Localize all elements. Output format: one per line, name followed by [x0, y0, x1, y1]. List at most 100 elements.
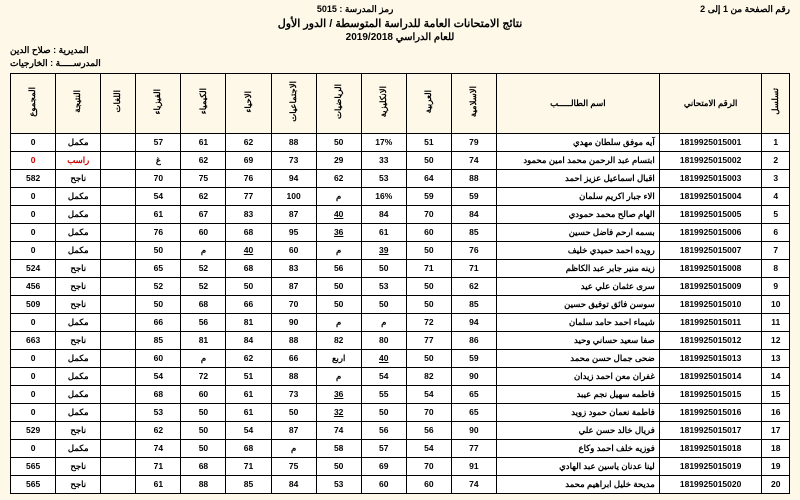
cell-id: 1819925015009	[659, 278, 762, 296]
cell-english: م	[361, 314, 406, 332]
table-row: 61819925015006بسمه ارحم فاضل حسين8560613…	[11, 224, 790, 242]
title: نتائج الامتحانات العامة للدراسة المتوسطة…	[10, 17, 790, 30]
cell-math: 32	[316, 404, 361, 422]
cell-seq: 16	[762, 404, 790, 422]
cell-lang	[101, 386, 136, 404]
cell-islamic: 84	[451, 206, 496, 224]
cell-chemistry: 52	[181, 278, 226, 296]
cell-lang	[101, 242, 136, 260]
cell-biology: 85	[226, 476, 271, 494]
cell-name: آيه موفق سلطان مهدي	[496, 134, 659, 152]
cell-english: 50	[361, 260, 406, 278]
table-row: 201819925015020مديحة خليل ابراهيم محمد74…	[11, 476, 790, 494]
table-row: 51819925015005الهام صالح محمد حمودي84708…	[11, 206, 790, 224]
results-table: تسلسل الرقم الامتحاني اسم الطالـــــب ال…	[10, 73, 790, 494]
cell-islamic: 77	[451, 440, 496, 458]
cell-name: اقبال اسماعيل عزيز احمد	[496, 170, 659, 188]
cell-result: ناجح	[56, 170, 101, 188]
cell-biology: 62	[226, 134, 271, 152]
col-english: الانكليزية	[361, 74, 406, 134]
cell-physics: 65	[136, 260, 181, 278]
cell-lang	[101, 134, 136, 152]
cell-total: 0	[11, 206, 56, 224]
cell-id: 1819925015006	[659, 224, 762, 242]
cell-arabic: 50	[406, 152, 451, 170]
cell-islamic: 59	[451, 188, 496, 206]
cell-total: 524	[11, 260, 56, 278]
cell-chemistry: 62	[181, 188, 226, 206]
cell-arabic: 50	[406, 350, 451, 368]
cell-name: فريال خالد حسن علي	[496, 422, 659, 440]
cell-social: 88	[271, 134, 316, 152]
cell-biology: 84	[226, 332, 271, 350]
cell-arabic: 82	[406, 368, 451, 386]
cell-lang	[101, 314, 136, 332]
cell-physics: 66	[136, 314, 181, 332]
cell-name: بسمه ارحم فاضل حسين	[496, 224, 659, 242]
cell-result: ناجح	[56, 260, 101, 278]
cell-physics: 74	[136, 440, 181, 458]
cell-physics: 53	[136, 404, 181, 422]
cell-chemistry: م	[181, 242, 226, 260]
table-row: 11819925015001آيه موفق سلطان مهدي795117%…	[11, 134, 790, 152]
cell-total: 0	[11, 440, 56, 458]
cell-result: ناجح	[56, 278, 101, 296]
cell-math: 50	[316, 458, 361, 476]
cell-physics: 60	[136, 350, 181, 368]
year: للعام الدراسي 2019/2018	[10, 32, 790, 43]
cell-lang	[101, 296, 136, 314]
cell-name: شيماء احمد حامد سلمان	[496, 314, 659, 332]
cell-arabic: 50	[406, 242, 451, 260]
cell-seq: 7	[762, 242, 790, 260]
cell-physics: 68	[136, 386, 181, 404]
cell-islamic: 90	[451, 368, 496, 386]
cell-biology: 54	[226, 422, 271, 440]
cell-arabic: 54	[406, 386, 451, 404]
cell-biology: 68	[226, 224, 271, 242]
school-code: رمز المدرسة : 5015	[317, 4, 394, 15]
cell-chemistry: 67	[181, 206, 226, 224]
cell-seq: 8	[762, 260, 790, 278]
cell-lang	[101, 404, 136, 422]
cell-math: 56	[316, 260, 361, 278]
cell-result: مكمل	[56, 224, 101, 242]
cell-arabic: 70	[406, 404, 451, 422]
cell-chemistry: 50	[181, 404, 226, 422]
table-row: 161819925015016فاطمة نعمان حمود زويد6570…	[11, 404, 790, 422]
cell-result: مكمل	[56, 350, 101, 368]
cell-total: 0	[11, 152, 56, 170]
cell-id: 1819925015001	[659, 134, 762, 152]
cell-math: 58	[316, 440, 361, 458]
cell-seq: 1	[762, 134, 790, 152]
cell-islamic: 74	[451, 152, 496, 170]
cell-biology: 68	[226, 260, 271, 278]
cell-chemistry: 60	[181, 224, 226, 242]
col-seq: تسلسل	[762, 74, 790, 134]
cell-math: 50	[316, 296, 361, 314]
col-math: الرياضيات	[316, 74, 361, 134]
cell-id: 1819925015007	[659, 242, 762, 260]
page-label: رقم الصفحة من 1 إلى 2	[700, 4, 790, 15]
cell-chemistry: 68	[181, 458, 226, 476]
cell-biology: 51	[226, 368, 271, 386]
col-biology: الاحياء	[226, 74, 271, 134]
cell-seq: 12	[762, 332, 790, 350]
cell-physics: 61	[136, 476, 181, 494]
table-row: 71819925015007رويده احمد حميدي خليف76503…	[11, 242, 790, 260]
cell-arabic: 77	[406, 332, 451, 350]
cell-result: مكمل	[56, 440, 101, 458]
cell-total: 529	[11, 422, 56, 440]
cell-english: 33	[361, 152, 406, 170]
cell-lang	[101, 476, 136, 494]
cell-english: 53	[361, 278, 406, 296]
cell-english: 55	[361, 386, 406, 404]
cell-physics: غ	[136, 152, 181, 170]
cell-english: 16%	[361, 188, 406, 206]
directorate: المديرية : صلاح الدين	[10, 45, 89, 56]
cell-total: 0	[11, 386, 56, 404]
cell-name: غفران معن احمد زيدان	[496, 368, 659, 386]
cell-id: 1819925015017	[659, 422, 762, 440]
cell-seq: 9	[762, 278, 790, 296]
table-row: 31819925015003اقبال اسماعيل عزيز احمد886…	[11, 170, 790, 188]
cell-physics: 54	[136, 188, 181, 206]
